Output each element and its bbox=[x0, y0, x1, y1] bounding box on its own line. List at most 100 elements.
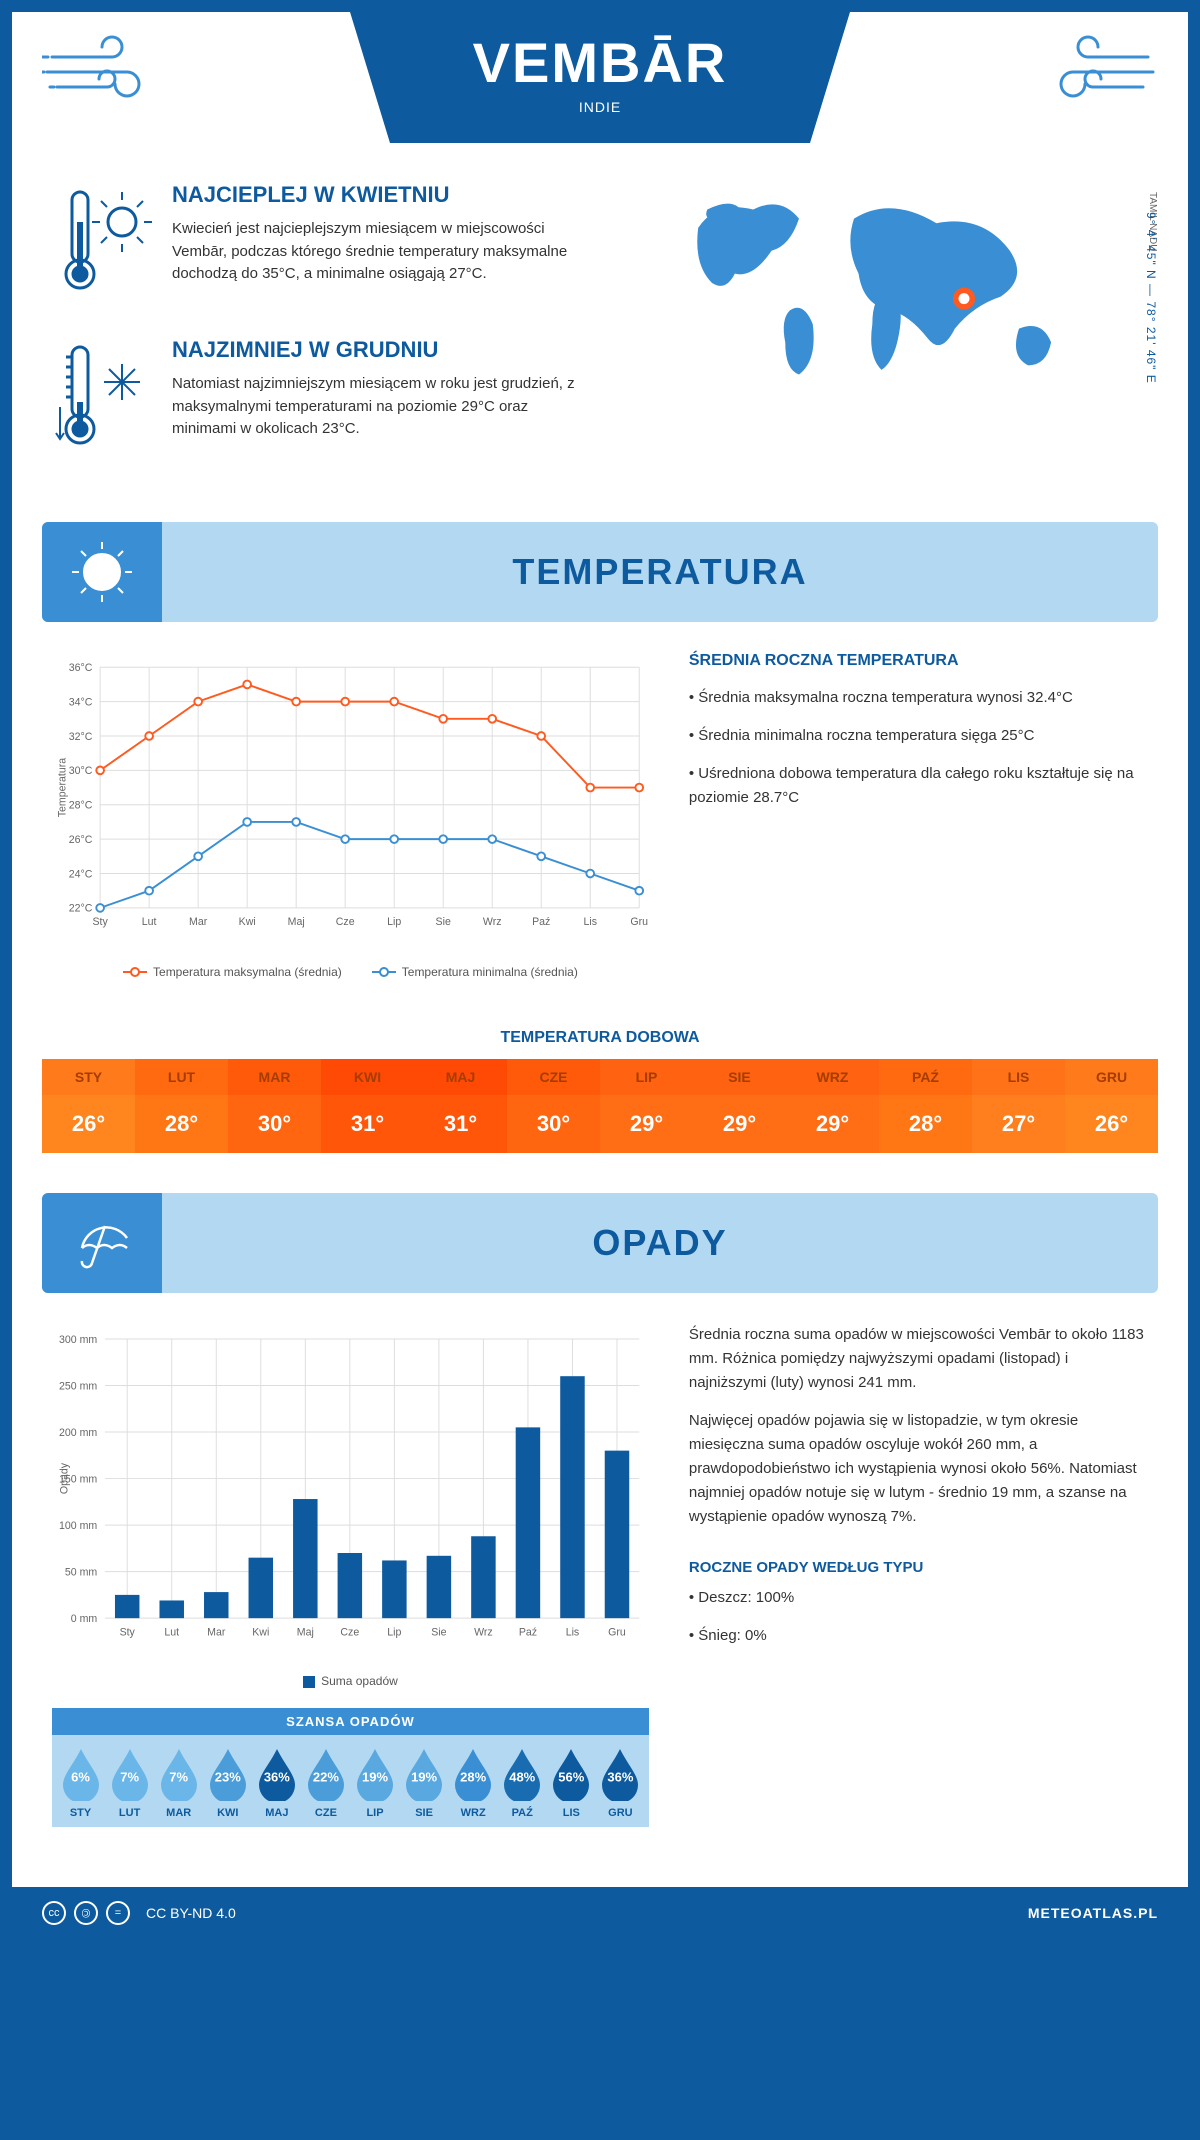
svg-text:Sty: Sty bbox=[120, 1626, 136, 1638]
rain-drop-cell: 56% LIS bbox=[547, 1747, 596, 1819]
svg-text:22°C: 22°C bbox=[69, 903, 93, 915]
license-text: CC BY-ND 4.0 bbox=[146, 1905, 236, 1921]
svg-text:Sty: Sty bbox=[92, 916, 108, 928]
precipitation-summary: Średnia roczna suma opadów w miejscowośc… bbox=[689, 1323, 1148, 1857]
svg-text:Lut: Lut bbox=[164, 1626, 179, 1638]
svg-text:Mar: Mar bbox=[189, 916, 208, 928]
svg-text:Sie: Sie bbox=[436, 916, 451, 928]
temp-cell: WRZ 29° bbox=[786, 1059, 879, 1153]
rain-drop-cell: 7% LUT bbox=[105, 1747, 154, 1819]
svg-text:32°C: 32°C bbox=[69, 731, 93, 743]
svg-text:0 mm: 0 mm bbox=[71, 1613, 98, 1625]
warmest-block: NAJCIEPLEJ W KWIETNIU Kwiecień jest najc… bbox=[52, 182, 585, 307]
rain-type-line: • Deszcz: 100% bbox=[689, 1586, 1148, 1610]
temp-cell: MAR 30° bbox=[228, 1059, 321, 1153]
svg-text:200 mm: 200 mm bbox=[59, 1427, 97, 1439]
rain-chance-title: SZANSA OPADÓW bbox=[52, 1708, 649, 1735]
temp-cell: MAJ 31° bbox=[414, 1059, 507, 1153]
summary-bullet: • Uśredniona dobowa temperatura dla całe… bbox=[689, 762, 1148, 810]
precipitation-bar-chart: 0 mm50 mm100 mm150 mm200 mm250 mm300 mmS… bbox=[52, 1323, 649, 1857]
raindrop-icon: 36% bbox=[255, 1747, 299, 1801]
coldest-title: NAJZIMNIEJ W GRUDNIU bbox=[172, 337, 585, 363]
raindrop-icon: 28% bbox=[451, 1747, 495, 1801]
svg-text:Lis: Lis bbox=[583, 916, 597, 928]
rain-drop-cell: 48% PAŹ bbox=[498, 1747, 547, 1819]
header: VEMBĀR INDIE bbox=[12, 12, 1188, 172]
by-icon: 🄯 bbox=[74, 1901, 98, 1925]
world-map-icon bbox=[615, 182, 1148, 402]
svg-text:26°C: 26°C bbox=[69, 834, 93, 846]
temperature-title: TEMPERATURA bbox=[162, 551, 1158, 593]
temp-cell: CZE 30° bbox=[507, 1059, 600, 1153]
footer: cc 🄯 = CC BY-ND 4.0 METEOATLAS.PL bbox=[12, 1887, 1188, 1939]
summary-row: NAJCIEPLEJ W KWIETNIU Kwiecień jest najc… bbox=[12, 172, 1188, 522]
precipitation-title: OPADY bbox=[162, 1222, 1158, 1264]
svg-text:30°C: 30°C bbox=[69, 765, 93, 777]
temperature-section-header: TEMPERATURA bbox=[42, 522, 1158, 622]
svg-text:Cze: Cze bbox=[336, 916, 355, 928]
rain-drop-cell: 36% GRU bbox=[596, 1747, 645, 1819]
raindrop-icon: 56% bbox=[549, 1747, 593, 1801]
raindrop-icon: 19% bbox=[402, 1747, 446, 1801]
temp-cell: STY 26° bbox=[42, 1059, 135, 1153]
svg-text:Wrz: Wrz bbox=[474, 1626, 493, 1638]
precip-text-1: Średnia roczna suma opadów w miejscowośc… bbox=[689, 1323, 1148, 1395]
rain-type-line: • Śnieg: 0% bbox=[689, 1624, 1148, 1648]
rain-type-block: ROCZNE OPADY WEDŁUG TYPU • Deszcz: 100%•… bbox=[689, 1559, 1148, 1648]
svg-text:24°C: 24°C bbox=[69, 868, 93, 880]
warmest-title: NAJCIEPLEJ W KWIETNIU bbox=[172, 182, 585, 208]
daily-temp-title: TEMPERATURA DOBOWA bbox=[12, 1029, 1188, 1047]
wind-icon bbox=[42, 32, 182, 112]
rain-drop-cell: 6% STY bbox=[56, 1747, 105, 1819]
raindrop-icon: 7% bbox=[157, 1747, 201, 1801]
svg-text:Gru: Gru bbox=[630, 916, 648, 928]
svg-text:250 mm: 250 mm bbox=[59, 1380, 97, 1392]
site-name: METEOATLAS.PL bbox=[1028, 1905, 1158, 1921]
svg-text:Lut: Lut bbox=[142, 916, 157, 928]
raindrop-icon: 7% bbox=[108, 1747, 152, 1801]
rain-drop-cell: 28% WRZ bbox=[449, 1747, 498, 1819]
precip-text-2: Najwięcej opadów pojawia się w listopadz… bbox=[689, 1409, 1148, 1529]
precipitation-section-header: OPADY bbox=[42, 1193, 1158, 1293]
coordinates: 9° 4' 45" N — 78° 21' 46" E bbox=[1144, 212, 1158, 384]
svg-text:100 mm: 100 mm bbox=[59, 1520, 97, 1532]
nd-icon: = bbox=[106, 1901, 130, 1925]
cc-icon: cc bbox=[42, 1901, 66, 1925]
raindrop-icon: 22% bbox=[304, 1747, 348, 1801]
rain-drop-cell: 22% CZE bbox=[301, 1747, 350, 1819]
svg-text:Cze: Cze bbox=[340, 1626, 359, 1638]
temperature-line-chart: 22°C24°C26°C28°C30°C32°C34°C36°CStyLutMa… bbox=[52, 652, 649, 979]
location-marker-icon bbox=[956, 290, 973, 307]
title-banner: VEMBĀR INDIE bbox=[350, 12, 850, 143]
summary-title: ŚREDNIA ROCZNA TEMPERATURA bbox=[689, 652, 1148, 670]
svg-text:Kwi: Kwi bbox=[252, 1626, 269, 1638]
temp-cell: KWI 31° bbox=[321, 1059, 414, 1153]
coldest-block: NAJZIMNIEJ W GRUDNIU Natomiast najzimnie… bbox=[52, 337, 585, 462]
raindrop-icon: 36% bbox=[598, 1747, 642, 1801]
map-block: TAMIL NADU 9° 4' 45" N — 78° 21' 46" E bbox=[615, 182, 1148, 492]
legend-item: .legend-swatch[style*='#3a8fd4']::before… bbox=[372, 965, 578, 979]
svg-text:Paź: Paź bbox=[532, 916, 550, 928]
svg-text:50 mm: 50 mm bbox=[65, 1566, 98, 1578]
summary-bullet: • Średnia minimalna roczna temperatura s… bbox=[689, 724, 1148, 748]
rain-drop-cell: 19% LIP bbox=[350, 1747, 399, 1819]
raindrop-icon: 19% bbox=[353, 1747, 397, 1801]
temp-cell: LUT 28° bbox=[135, 1059, 228, 1153]
thermometer-hot-icon bbox=[52, 182, 152, 307]
wind-icon bbox=[1018, 32, 1158, 112]
svg-text:Paź: Paź bbox=[519, 1626, 537, 1638]
coldest-text: Natomiast najzimniejszym miesiącem w rok… bbox=[172, 373, 585, 441]
svg-text:Maj: Maj bbox=[288, 916, 305, 928]
svg-text:Sie: Sie bbox=[431, 1626, 446, 1638]
page-subtitle: INDIE bbox=[430, 99, 770, 115]
raindrop-icon: 6% bbox=[59, 1747, 103, 1801]
rain-drop-cell: 23% KWI bbox=[203, 1747, 252, 1819]
license-block: cc 🄯 = CC BY-ND 4.0 bbox=[42, 1901, 236, 1925]
svg-text:Lip: Lip bbox=[387, 1626, 401, 1638]
chart-legend: .legend-swatch[style*='#ff5a1f']::before… bbox=[52, 965, 649, 979]
rain-drop-cell: 19% SIE bbox=[400, 1747, 449, 1819]
infographic-page: VEMBĀR INDIE bbox=[0, 0, 1200, 1951]
sun-icon bbox=[42, 522, 162, 622]
rain-drop-cell: 7% MAR bbox=[154, 1747, 203, 1819]
temp-cell: SIE 29° bbox=[693, 1059, 786, 1153]
